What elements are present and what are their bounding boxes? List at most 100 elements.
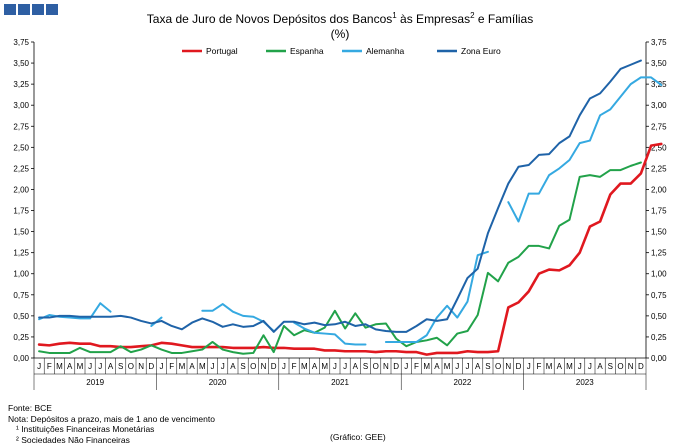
y-tick-label-right: 3,75: [651, 38, 667, 47]
x-tick-label-month: D: [516, 362, 522, 371]
x-tick-label-month: J: [588, 362, 592, 371]
y-tick-label-right: 1,75: [651, 207, 667, 216]
x-tick-label-month: A: [230, 362, 236, 371]
y-tick-label-left: 1,00: [13, 270, 29, 279]
x-tick-label-month: J: [455, 362, 459, 371]
x-tick-label-month: A: [475, 362, 481, 371]
x-tick-label-month: J: [221, 362, 225, 371]
x-tick-label-month: N: [138, 362, 144, 371]
y-tick-label-left: 2,50: [13, 143, 29, 152]
y-tick-label-left: 1,50: [13, 228, 29, 237]
x-tick-label-month: J: [88, 362, 92, 371]
x-tick-label-month: M: [444, 362, 451, 371]
x-tick-label-month: D: [148, 362, 154, 371]
x-tick-label-month: F: [47, 362, 52, 371]
x-tick-label-month: A: [189, 362, 195, 371]
title-mid: às Empresas: [396, 12, 471, 26]
y-tick-label-right: 1,50: [651, 228, 667, 237]
x-tick-label-month: M: [301, 362, 308, 371]
y-tick-label-left: 0,00: [13, 354, 29, 363]
y-tick-label-right: 0,25: [651, 333, 667, 342]
x-tick-label-month: N: [505, 362, 511, 371]
x-tick-label-month: F: [414, 362, 419, 371]
x-tick-label-month: A: [353, 362, 359, 371]
logo-square: [18, 4, 30, 15]
logo: [4, 4, 58, 15]
y-tick-label-right: 3,50: [651, 59, 667, 68]
x-tick-label-month: J: [37, 362, 41, 371]
title-sup-2: 2: [470, 11, 475, 20]
y-tick-label-right: 0,00: [651, 354, 667, 363]
series-line-espanha: [38, 161, 642, 355]
y-tick-label-left: 0,50: [13, 312, 29, 321]
x-tick-label-month: A: [434, 362, 440, 371]
x-tick-label-month: O: [128, 362, 134, 371]
x-tick-label-month: A: [108, 362, 114, 371]
x-tick-label-month: S: [240, 362, 245, 371]
y-tick-label-right: 2,25: [651, 164, 667, 173]
title-sup-1: 1: [392, 11, 397, 20]
x-tick-label-month: O: [495, 362, 501, 371]
x-tick-label-month: M: [56, 362, 63, 371]
y-tick-label-left: 1,75: [13, 207, 29, 216]
footnote-1: ¹ Instituições Financeiras Monetárias: [16, 424, 155, 434]
chart-title: Taxa de Juro de Novos Depósitos dos Banc…: [0, 8, 680, 42]
x-tick-label-month: M: [423, 362, 430, 371]
footnote-2: ² Sociedades Não Financeiras: [16, 434, 130, 445]
x-tick-label-month: A: [67, 362, 73, 371]
x-tick-label-year: 2022: [454, 378, 472, 387]
x-tick-label-month: M: [199, 362, 206, 371]
x-tick-label-month: F: [169, 362, 174, 371]
series-line-zona-euro: [38, 59, 642, 333]
x-tick-label-month: J: [527, 362, 531, 371]
x-tick-label-year: 2021: [331, 378, 349, 387]
x-tick-label-month: J: [211, 362, 215, 371]
x-tick-label-year: 2019: [86, 378, 104, 387]
maturity-note: Nota: Depósitos a prazo, mais de 1 ano d…: [8, 413, 215, 424]
x-tick-label-month: J: [404, 362, 408, 371]
x-tick-label-month: A: [597, 362, 603, 371]
x-tick-label-year: 2020: [209, 378, 227, 387]
y-tick-label-left: 1,25: [13, 249, 29, 258]
x-tick-label-month: M: [179, 362, 186, 371]
series-line-alemanha: [38, 76, 663, 346]
series-line-portugal: [37, 142, 663, 356]
x-tick-label-month: A: [312, 362, 318, 371]
y-tick-label-left: 2,75: [13, 122, 29, 131]
y-tick-label-left: 3,00: [13, 101, 29, 110]
x-tick-label-month: J: [160, 362, 164, 371]
logo-square: [32, 4, 44, 15]
source-note: Fonte: BCE: [8, 403, 52, 413]
x-tick-label-month: S: [608, 362, 613, 371]
x-tick-label-month: J: [466, 362, 470, 371]
x-tick-label-month: F: [292, 362, 297, 371]
legend-label-zona-euro: Zona Euro: [461, 46, 501, 56]
x-tick-label-month: F: [536, 362, 541, 371]
x-tick-label-month: D: [271, 362, 277, 371]
x-tick-label-month: M: [321, 362, 328, 371]
x-tick-label-month: J: [98, 362, 102, 371]
legend-label-espanha: Espanha: [290, 46, 324, 56]
y-tick-label-right: 0,75: [651, 291, 667, 300]
x-tick-label-month: D: [393, 362, 399, 371]
y-tick-label-right: 0,50: [651, 312, 667, 321]
y-tick-label-left: 2,00: [13, 185, 29, 194]
title-end: e Famílias: [474, 12, 534, 26]
legend-label-alemanha: Alemanha: [366, 46, 405, 56]
title-unit: (%): [330, 27, 350, 41]
x-tick-label-year: 2023: [576, 378, 594, 387]
y-tick-label-right: 3,25: [651, 80, 667, 89]
x-tick-label-month: A: [557, 362, 563, 371]
x-tick-label-month: M: [546, 362, 553, 371]
x-tick-label-month: J: [282, 362, 286, 371]
x-tick-label-month: S: [363, 362, 368, 371]
y-tick-label-right: 2,75: [651, 122, 667, 131]
x-tick-label-month: N: [261, 362, 267, 371]
x-tick-label-month: J: [333, 362, 337, 371]
y-tick-label-right: 2,50: [651, 143, 667, 152]
y-tick-label-left: 3,25: [13, 80, 29, 89]
y-tick-label-left: 3,75: [13, 38, 29, 47]
logo-square: [4, 4, 16, 15]
logo-square: [46, 4, 58, 15]
